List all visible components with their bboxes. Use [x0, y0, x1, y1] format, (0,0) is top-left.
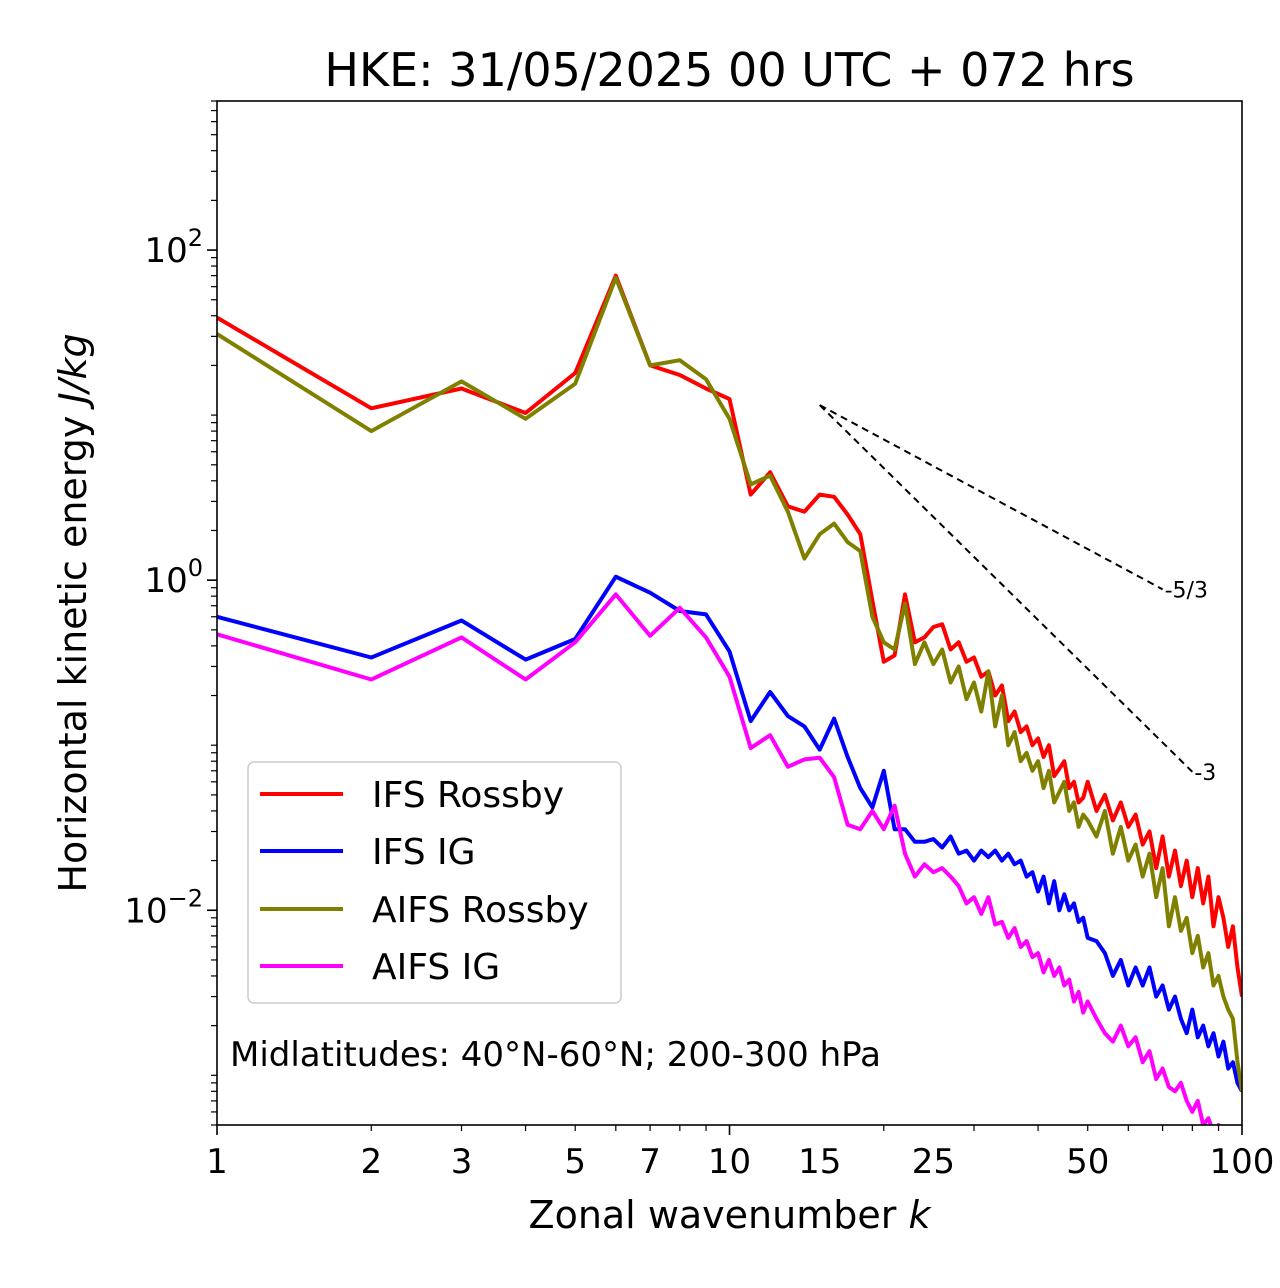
reference-slope-label-5-3: -5/3	[1165, 578, 1208, 603]
y-axis-label-italic: J/kg	[51, 333, 95, 410]
x-tick-label: 100	[1210, 1142, 1275, 1182]
x-tick-label: 3	[451, 1142, 473, 1182]
x-tick-label: 7	[639, 1142, 661, 1182]
legend-label-ifs-rossby: IFS Rossby	[372, 775, 564, 816]
x-axis-label: Zonal wavenumber k	[529, 1193, 933, 1237]
x-tick-label: 10	[708, 1142, 751, 1182]
series-line-ifs-ig	[217, 574, 1242, 1093]
x-axis-label-italic: k	[908, 1193, 932, 1237]
y-axis-label: Horizontal kinetic energy J/kg	[51, 333, 95, 892]
region-annotation: Midlatitudes: 40°N-60°N; 200-300 hPa	[230, 1035, 881, 1075]
y-tick-label: 100	[144, 554, 203, 601]
x-axis-label-text: Zonal wavenumber	[529, 1193, 909, 1237]
x-tick-label: 25	[912, 1142, 955, 1182]
series-layer	[217, 273, 1242, 1125]
y-axis-ticks: 10−2 100 102	[124, 100, 217, 1126]
chart-title: HKE: 31/05/2025 00 UTC + 072 hrs	[324, 43, 1134, 97]
series-line-ifs-rossby	[217, 273, 1242, 997]
legend-label-ifs-ig: IFS IG	[372, 832, 476, 873]
legend-box	[247, 761, 622, 1004]
reference-slope-line-5-3	[819, 404, 1164, 591]
series-line-aifs-ig	[217, 592, 1221, 1125]
x-tick-label: 1	[206, 1142, 228, 1182]
x-axis-ticks: 1 2 3 5 7 10 15 25 50 100	[206, 1125, 1274, 1182]
legend: IFS Rossby IFS IG AIFS Rossby AIFS IG	[247, 761, 622, 1004]
reference-slope-label-3: -3	[1194, 761, 1216, 786]
reference-slopes: -5/3 -3	[819, 404, 1216, 786]
reference-slope-line-3	[819, 404, 1194, 773]
series-line-aifs-rossby	[217, 275, 1242, 1092]
legend-label-aifs-rossby: AIFS Rossby	[372, 890, 589, 931]
y-axis-label-text: Horizontal kinetic energy	[51, 404, 95, 893]
x-tick-label: 5	[564, 1142, 586, 1182]
y-tick-label: 102	[144, 224, 203, 271]
x-tick-label: 15	[798, 1142, 841, 1182]
x-tick-label: 50	[1066, 1142, 1109, 1182]
y-tick-label: 10−2	[124, 884, 203, 931]
x-tick-label: 2	[360, 1142, 382, 1182]
legend-label-aifs-ig: AIFS IG	[372, 947, 500, 988]
